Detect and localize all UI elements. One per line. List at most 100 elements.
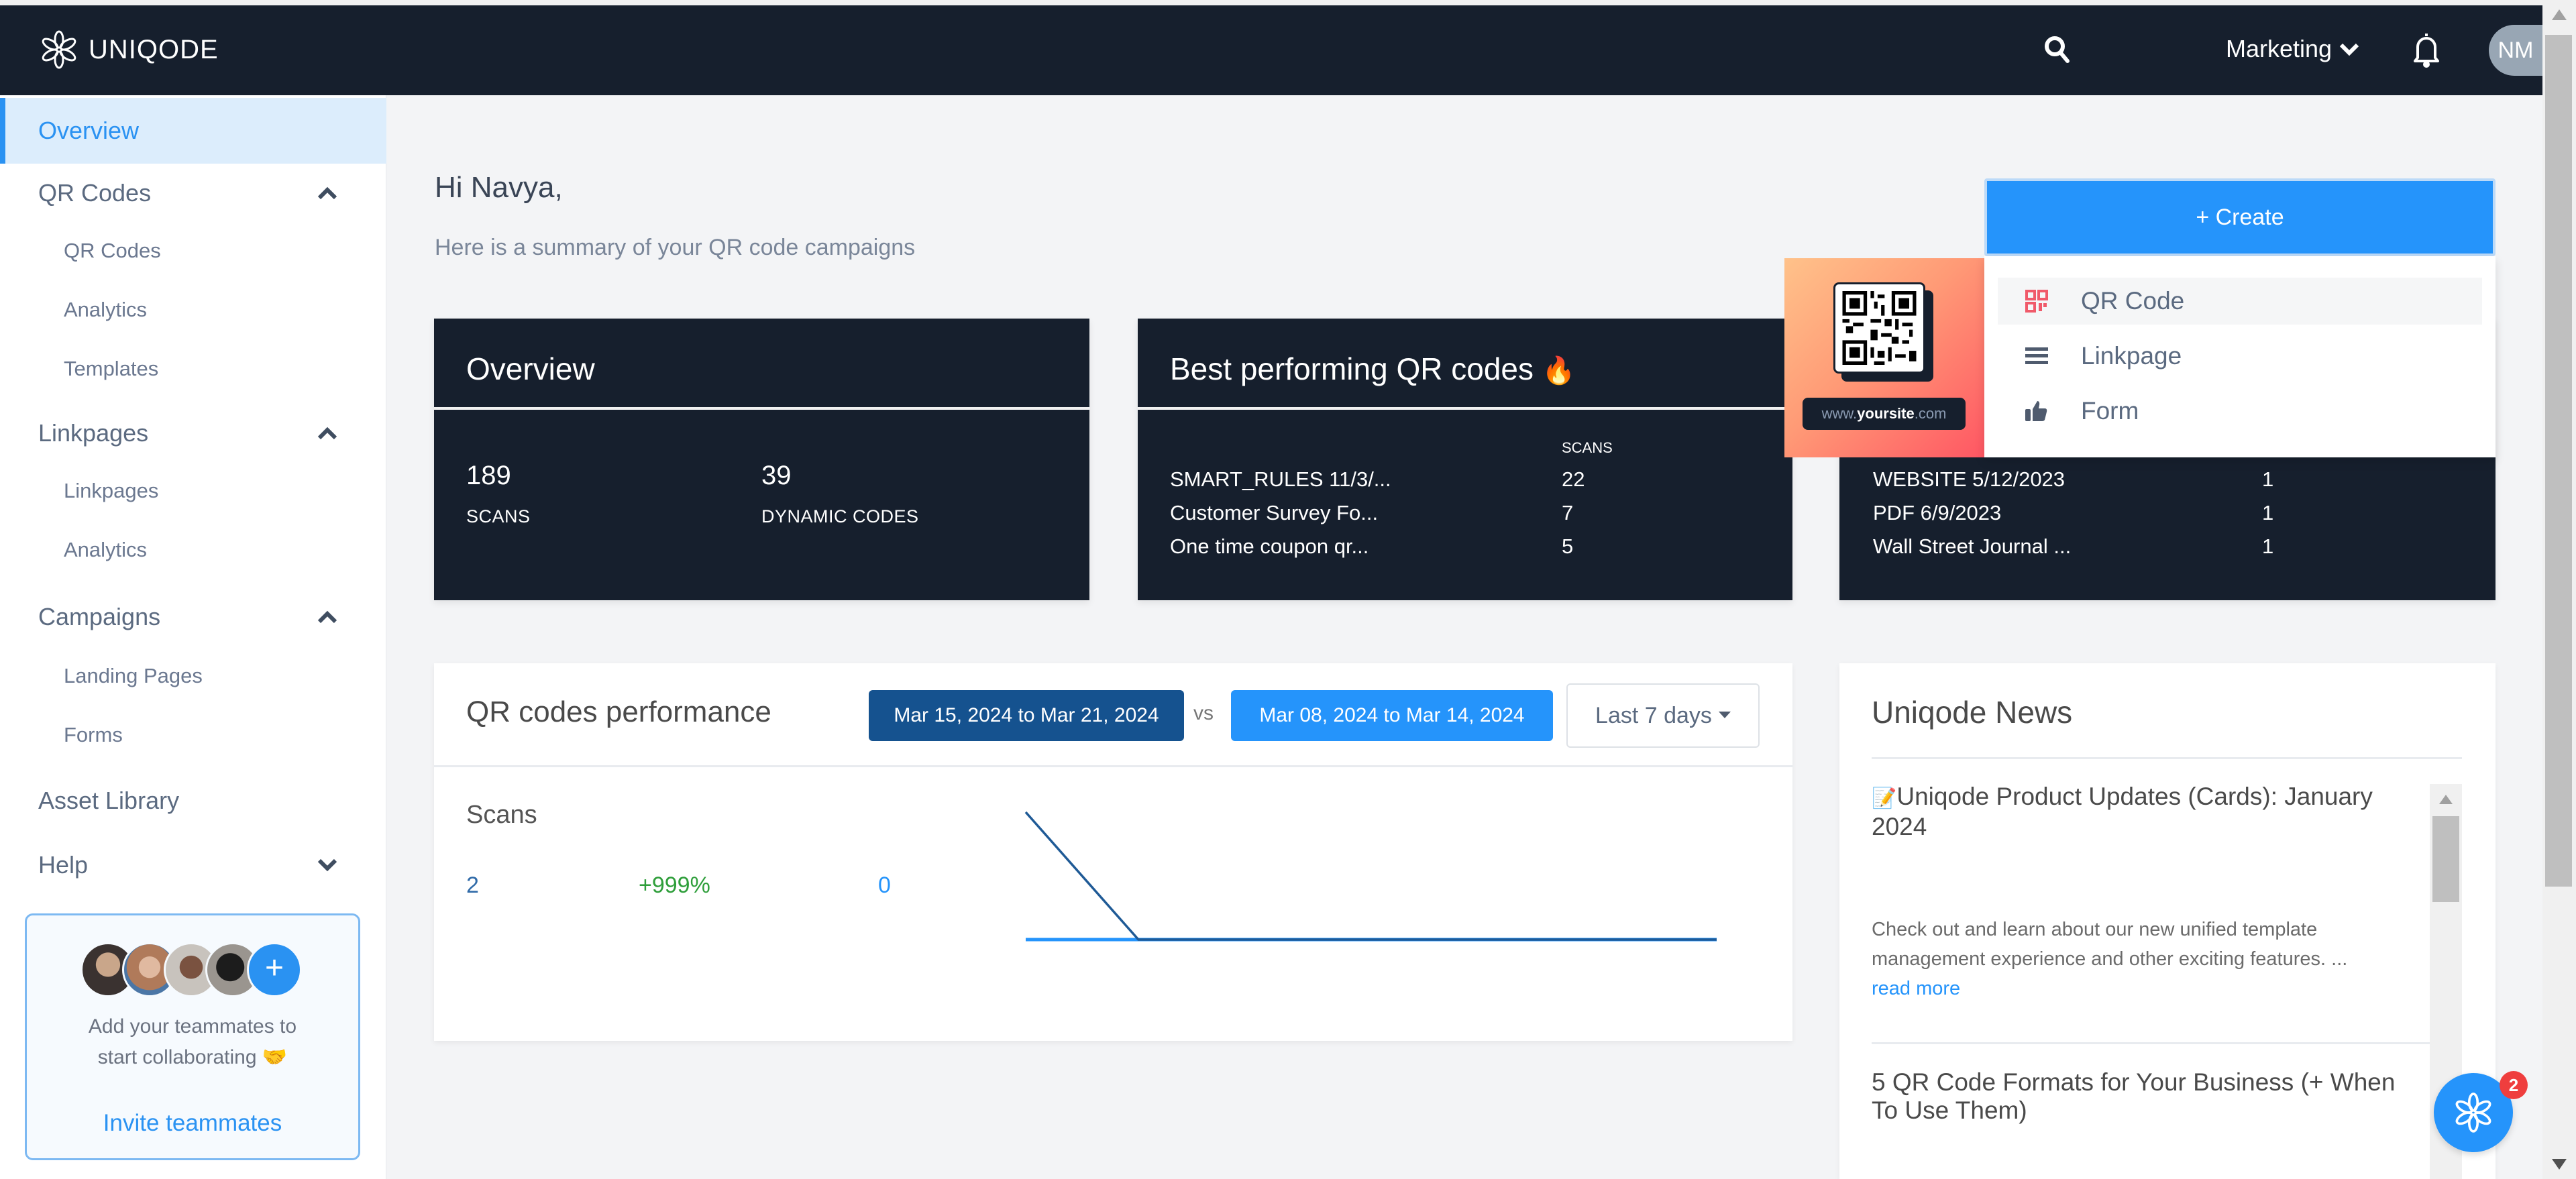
add-teammate-button[interactable]: + xyxy=(247,942,302,997)
create-button[interactable]: + Create xyxy=(1984,178,2496,256)
dynamic-codes-value: 39 xyxy=(761,461,792,490)
scans-column-header: SCANS xyxy=(1562,439,1613,456)
invite-teammates-link[interactable]: Invite teammates xyxy=(103,1110,282,1136)
qr-code-icon xyxy=(2023,290,2050,313)
scroll-down-arrow-icon[interactable] xyxy=(2552,1159,2567,1170)
period-dropdown[interactable]: Last 7 days xyxy=(1566,683,1760,748)
news-item-divider xyxy=(1872,1042,2462,1044)
qr-row-scans: 1 xyxy=(2262,467,2274,491)
promo-url-prefix: www. xyxy=(1821,405,1858,422)
list-icon xyxy=(2023,346,2050,366)
promo-url: www. yoursite .com xyxy=(1803,398,1966,430)
invite-text: Add your teammates to start collaboratin… xyxy=(27,1011,358,1073)
scans-label: SCANS xyxy=(466,506,531,526)
sidebar-item-qr-codes[interactable]: QR Codes xyxy=(0,165,386,221)
best-qr-row-scans: 5 xyxy=(1562,535,1574,558)
greeting: Hi Navya, xyxy=(435,171,563,204)
scroll-up-arrow-icon[interactable] xyxy=(2439,795,2453,804)
performance-title: QR codes performance xyxy=(466,695,771,728)
sidebar-item-qr-analytics[interactable]: Analytics xyxy=(0,284,386,335)
sidebar-item-label: Forms xyxy=(64,723,123,746)
sidebar-item-qr-codes-list[interactable]: QR Codes xyxy=(0,225,386,276)
best-qr-row-name[interactable]: Customer Survey Fo... xyxy=(1170,501,1379,524)
chevron-down-icon xyxy=(2339,43,2359,56)
create-menu-form[interactable]: Form xyxy=(1998,388,2482,435)
sidebar-item-label: Landing Pages xyxy=(64,664,203,687)
sidebar-item-templates[interactable]: Templates xyxy=(0,343,386,394)
news-body: Check out and learn about our new unifie… xyxy=(1872,919,2348,970)
fire-icon: 🔥 xyxy=(1542,356,1576,386)
previous-date-range[interactable]: Mar 08, 2024 to Mar 14, 2024 xyxy=(1231,690,1553,741)
previous-date-range-label: Mar 08, 2024 to Mar 14, 2024 xyxy=(1259,704,1525,726)
menu-item-label: QR Code xyxy=(2081,287,2185,315)
vs-label: vs xyxy=(1193,702,1214,724)
sidebar-item-label: Overview xyxy=(38,117,140,144)
user-avatar[interactable]: NM xyxy=(2489,25,2542,76)
change-percent: +999% xyxy=(639,873,710,898)
performance-divider xyxy=(434,765,1792,767)
qr-code-graphic xyxy=(1842,291,1917,365)
sidebar-item-linkpages-analytics[interactable]: Analytics xyxy=(0,524,386,575)
qr-row-name[interactable]: PDF 6/9/2023 xyxy=(1873,501,2002,524)
current-value: 2 xyxy=(466,873,479,898)
previous-value: 0 xyxy=(878,873,891,898)
sidebar-item-label: Templates xyxy=(64,357,159,380)
best-qr-row-scans: 7 xyxy=(1562,501,1574,524)
page-scrollbar-thumb[interactable] xyxy=(2545,35,2572,887)
sidebar-item-linkpages-list[interactable]: Linkpages xyxy=(0,465,386,516)
period-dropdown-label: Last 7 days xyxy=(1595,702,1712,728)
thumbs-up-icon xyxy=(2023,400,2050,423)
sidebar-item-label: Linkpages xyxy=(38,419,149,447)
sidebar-item-overview[interactable]: Overview xyxy=(0,98,386,164)
current-period-line xyxy=(1024,811,1717,941)
read-more-link[interactable]: read more xyxy=(1872,978,1961,999)
sidebar-item-linkpages[interactable]: Linkpages xyxy=(0,405,386,461)
qr-row-scans: 1 xyxy=(2262,535,2274,558)
chevron-up-icon xyxy=(317,427,337,440)
sidebar-item-campaigns[interactable]: Campaigns xyxy=(0,589,386,645)
page-scrollbar[interactable] xyxy=(2542,0,2576,1179)
dynamic-codes-label: DYNAMIC CODES xyxy=(761,506,919,526)
performance-card: QR codes performance Mar 15, 2024 to Mar… xyxy=(434,663,1792,1041)
qr-row-name[interactable]: Wall Street Journal ... xyxy=(1873,535,2072,558)
sidebar-item-label: QR Codes xyxy=(38,179,152,207)
news-title: Uniqode News xyxy=(1872,695,2073,730)
search-icon[interactable] xyxy=(2043,35,2072,68)
news-scrollbar-thumb[interactable] xyxy=(2432,816,2459,902)
greeting-subtitle: Here is a summary of your QR code campai… xyxy=(435,235,916,260)
qr-row-scans: 1 xyxy=(2262,501,2274,524)
sidebar-item-landing-pages[interactable]: Landing Pages xyxy=(0,651,386,701)
sidebar-item-forms[interactable]: Forms xyxy=(0,710,386,761)
best-qr-row-scans: 22 xyxy=(1562,467,1585,491)
current-date-range[interactable]: Mar 15, 2024 to Mar 21, 2024 xyxy=(869,690,1184,741)
qr-row-name[interactable]: WEBSITE 5/12/2023 xyxy=(1873,467,2065,491)
scans-line-chart xyxy=(1024,811,1717,942)
promo-url-suffix: .com xyxy=(1914,405,1947,422)
chevron-up-icon xyxy=(317,186,337,200)
best-qr-row-name[interactable]: One time coupon qr... xyxy=(1170,535,1369,558)
news-headline[interactable]: 5 QR Code Formats for Your Business (+ W… xyxy=(1872,1068,2396,1124)
create-menu-qr-code[interactable]: QR Code xyxy=(1998,278,2482,325)
brand-logo[interactable]: UNIQODE xyxy=(39,30,219,70)
create-menu-linkpage[interactable]: Linkpage xyxy=(1998,333,2482,380)
sidebar-item-label: Analytics xyxy=(64,298,148,321)
sidebar-item-label: Linkpages xyxy=(64,479,159,502)
best-qr-row-name[interactable]: SMART_RULES 11/3/... xyxy=(1170,467,1391,491)
caret-down-icon xyxy=(1718,712,1731,718)
sidebar-item-help[interactable]: Help xyxy=(0,837,386,893)
sidebar-item-asset-library[interactable]: Asset Library xyxy=(0,773,386,829)
promo-url-domain: yoursite xyxy=(1857,405,1915,422)
create-menu-promo-image: www. yoursite .com xyxy=(1784,258,1986,457)
best-performing-card: Best performing QR codes 🔥 SCANS SMART_R… xyxy=(1138,319,1792,600)
overview-card-title: Overview xyxy=(466,351,595,386)
chevron-down-icon xyxy=(317,858,337,872)
news-card: Uniqode News 📝Uniqode Product Updates (C… xyxy=(1839,663,2496,1179)
invite-text-line1: Add your teammates to xyxy=(88,1015,297,1037)
invite-teammates-card: + Add your teammates to start collaborat… xyxy=(25,913,360,1160)
news-headline-text: Uniqode Product Updates (Cards): January… xyxy=(1872,783,2373,840)
scroll-up-arrow-icon[interactable] xyxy=(2552,9,2567,20)
news-headline[interactable]: 📝Uniqode Product Updates (Cards): Januar… xyxy=(1872,783,2408,841)
workspace-selector[interactable]: Marketing xyxy=(2226,35,2360,63)
news-item: 📝Uniqode Product Updates (Cards): Januar… xyxy=(1872,783,2408,1003)
bell-icon[interactable] xyxy=(2411,31,2442,73)
